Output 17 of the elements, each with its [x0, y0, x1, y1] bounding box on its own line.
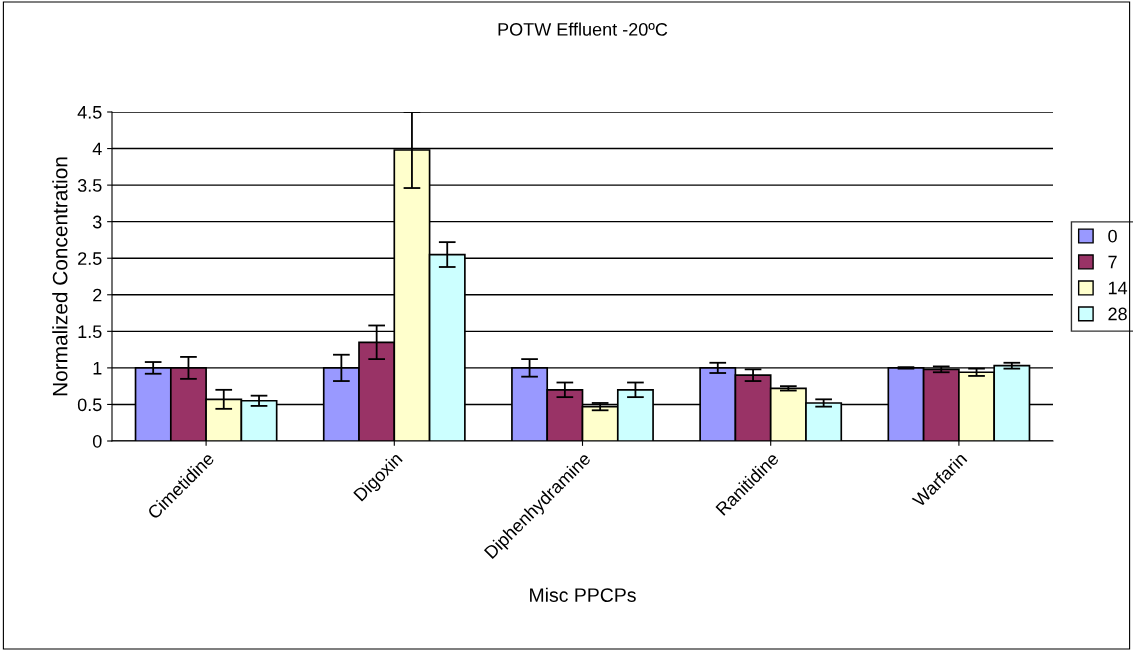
- legend-label: 28: [1108, 307, 1127, 321]
- legend-label: 14: [1108, 281, 1128, 295]
- chart-title: POTW Effluent -20ºC: [498, 22, 668, 36]
- y-axis-title: Normalized Concentration: [52, 157, 68, 396]
- y-tick-label: 4.5: [77, 106, 102, 119]
- y-tick-label: 0: [92, 434, 102, 448]
- y-tick-label: 4: [92, 142, 102, 156]
- y-tick-label: 1.5: [78, 325, 102, 339]
- y-tick-label: 3.5: [77, 179, 102, 192]
- y-tick-label: 2.5: [78, 252, 102, 265]
- y-tick-label: 3: [92, 215, 102, 229]
- legend-label: 7: [1108, 255, 1117, 269]
- legend-label: 0: [1108, 229, 1117, 243]
- y-tick-label: 2: [93, 288, 102, 302]
- y-tick-label: 0.5: [77, 398, 102, 412]
- y-tick-label: 1: [93, 362, 102, 375]
- x-axis-title: Misc PPCPs: [530, 587, 636, 602]
